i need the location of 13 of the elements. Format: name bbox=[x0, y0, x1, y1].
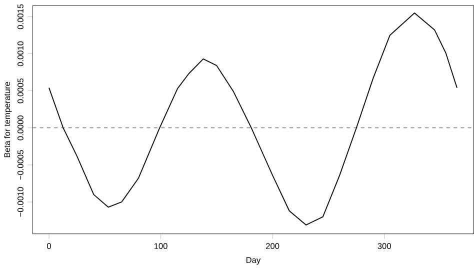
x-tick-label: 200 bbox=[266, 243, 280, 250]
y-tick-label: 0.0015 bbox=[18, 4, 24, 30]
x-tick-label: 0 bbox=[46, 243, 51, 250]
y-tick-label: −0.0005 bbox=[18, 150, 24, 180]
y-tick-label: 0.0010 bbox=[18, 42, 24, 66]
y-axis-title: Beta for temperature bbox=[4, 82, 12, 158]
y-tick-label: 0.0000 bbox=[18, 116, 24, 140]
y-tick-label: −0.0010 bbox=[18, 187, 24, 217]
line-series bbox=[48, 12, 458, 226]
x-tick-label: 300 bbox=[378, 243, 391, 250]
y-tick-label: 0.0005 bbox=[18, 78, 24, 104]
x-tick-label: 100 bbox=[154, 243, 168, 250]
x-axis-title: Day bbox=[246, 257, 261, 265]
